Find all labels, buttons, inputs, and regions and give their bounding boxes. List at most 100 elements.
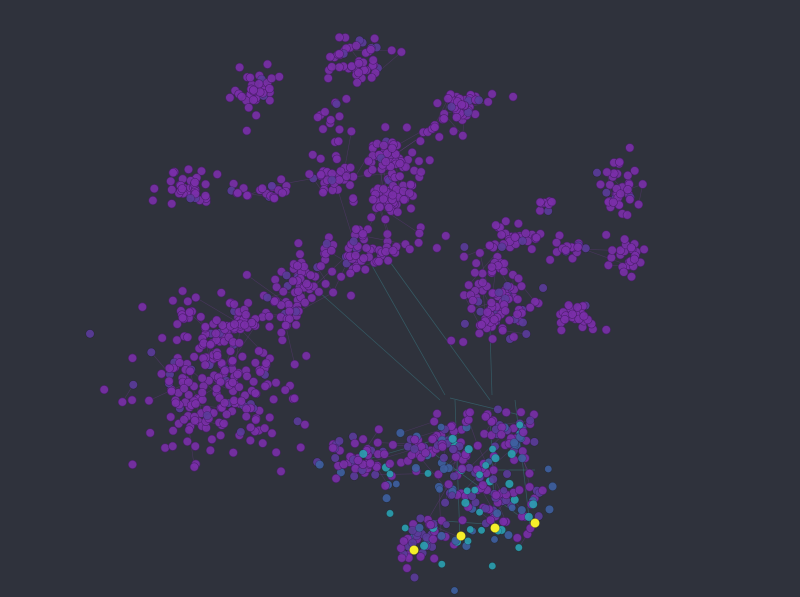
graph-node	[157, 333, 167, 343]
graph-node	[360, 265, 370, 275]
graph-node	[579, 311, 589, 321]
graph-node	[175, 358, 185, 368]
graph-node	[277, 188, 287, 198]
graph-node	[634, 200, 644, 210]
graph-node	[249, 377, 259, 387]
graph-node	[474, 328, 484, 338]
graph-node	[380, 122, 390, 132]
graph-node	[547, 197, 557, 207]
graph-node	[353, 455, 363, 465]
graph-node	[216, 288, 226, 298]
graph-node	[608, 197, 618, 207]
graph-node	[351, 224, 361, 234]
graph-node	[332, 154, 342, 164]
graph-node	[99, 385, 109, 395]
graph-node	[226, 346, 236, 356]
graph-node	[242, 191, 252, 201]
graph-node	[328, 443, 338, 453]
graph-node	[326, 115, 336, 125]
graph-node	[385, 459, 395, 469]
graph-node	[490, 535, 499, 544]
graph-node	[429, 553, 439, 563]
graph-node	[382, 493, 392, 503]
graph-node	[448, 434, 458, 444]
graph-node	[406, 204, 416, 214]
graph-node	[269, 394, 279, 404]
graph-node	[639, 244, 649, 254]
graph-node	[489, 315, 499, 325]
graph-node	[239, 183, 249, 193]
graph-node	[427, 434, 437, 444]
graph-node	[314, 287, 324, 297]
graph-node	[481, 461, 490, 470]
graph-node	[375, 202, 385, 212]
graph-node	[293, 416, 303, 426]
graph-node	[276, 300, 286, 310]
graph-node	[257, 183, 267, 193]
graph-node	[216, 430, 226, 440]
graph-node	[365, 458, 375, 468]
graph-edge	[271, 178, 314, 187]
graph-node	[251, 110, 261, 120]
graph-node	[289, 393, 299, 403]
graph-node	[512, 309, 522, 319]
graph-node	[236, 427, 246, 437]
graph-node	[450, 586, 459, 595]
graph-node	[458, 337, 468, 347]
graph-node	[220, 366, 230, 376]
graph-node	[487, 262, 497, 272]
graph-node	[527, 244, 537, 254]
graph-node	[487, 89, 497, 99]
graph-node	[341, 94, 351, 104]
graph-node	[488, 474, 498, 484]
graph-node	[485, 515, 495, 525]
graph-edge	[468, 419, 478, 446]
graph-node	[316, 154, 326, 164]
graph-node	[359, 253, 369, 263]
graph-node	[301, 351, 311, 361]
graph-node	[334, 32, 344, 42]
graph-node	[625, 143, 635, 153]
graph-edge	[344, 131, 352, 168]
graph-node	[265, 84, 275, 94]
graph-node	[622, 210, 632, 220]
graph-node	[185, 366, 195, 376]
graph-node	[184, 164, 194, 174]
graph-edge	[438, 486, 442, 537]
graph-node	[517, 236, 527, 246]
graph-node	[457, 464, 467, 474]
graph-node	[544, 465, 553, 473]
graph-node	[167, 185, 177, 195]
graph-node	[402, 123, 412, 133]
graph-node	[476, 320, 486, 330]
graph-node	[270, 275, 280, 285]
graph-node	[485, 241, 495, 251]
graph-node	[241, 310, 251, 320]
graph-node	[379, 449, 389, 459]
graph-node	[146, 347, 156, 357]
graph-node	[244, 103, 254, 113]
graph-node	[361, 243, 371, 253]
graph-node	[318, 124, 328, 134]
graph-node	[245, 73, 255, 83]
graph-node	[411, 463, 421, 473]
graph-node	[464, 415, 474, 425]
graph-node	[507, 449, 517, 459]
graph-node	[387, 45, 397, 55]
graph-node	[439, 464, 449, 474]
graph-node	[291, 320, 301, 330]
graph-node	[251, 415, 261, 425]
graph-node	[516, 281, 526, 291]
graph-node	[245, 435, 255, 445]
graph-node	[327, 62, 337, 72]
graph-node	[466, 525, 475, 534]
graph-node	[166, 176, 176, 186]
graph-node	[528, 499, 538, 509]
graph-node	[345, 163, 355, 173]
graph-node	[548, 481, 558, 491]
graph-node	[457, 100, 467, 110]
graph-node	[521, 329, 531, 339]
graph-node	[425, 155, 435, 165]
graph-node	[509, 438, 519, 448]
graph-node	[561, 245, 571, 255]
